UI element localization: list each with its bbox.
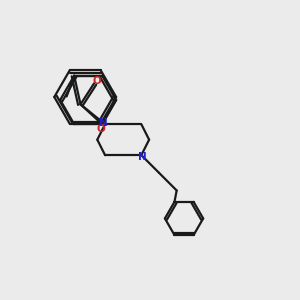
Text: O: O [97,124,106,134]
Text: O: O [92,76,101,86]
Text: N: N [99,118,108,128]
Text: N: N [138,152,147,162]
